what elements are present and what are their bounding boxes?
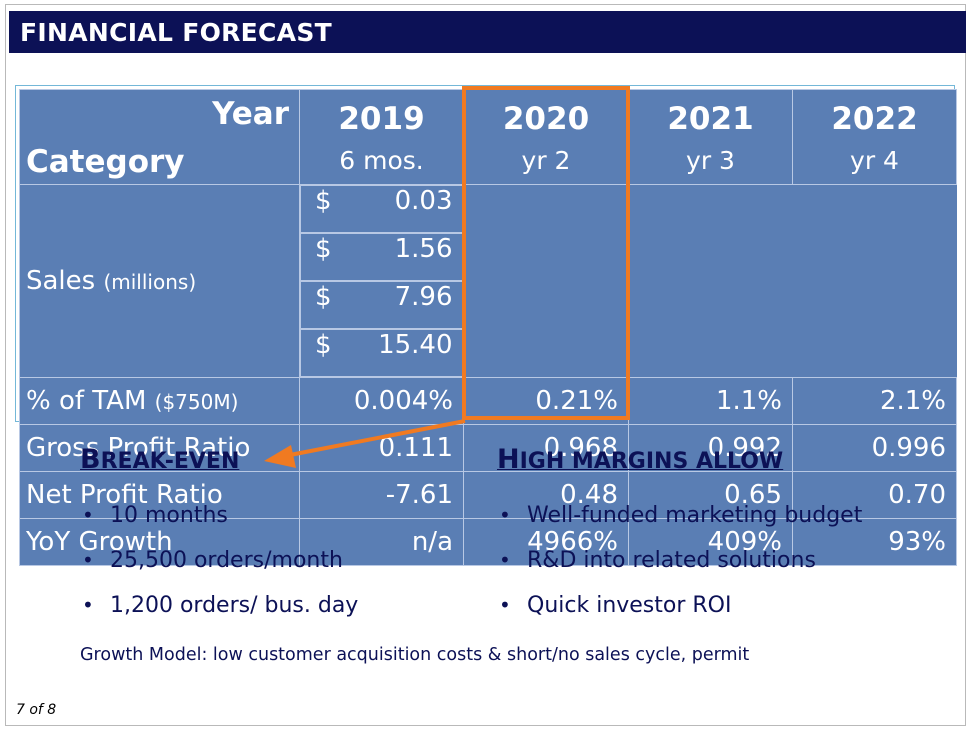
cell-value: 1.56 <box>394 234 453 264</box>
table-cell: 0.996 <box>792 424 957 472</box>
break-even-list: 10 months 25,500 orders/month 1,200 orde… <box>80 501 358 637</box>
table-cell: $1.56 <box>300 233 464 281</box>
category-label: Category <box>26 144 185 180</box>
table-cell: $15.40 <box>300 329 464 377</box>
row-label-text: % of TAM <box>26 386 147 416</box>
break-even-heading: BREAK-EVEN <box>80 444 239 475</box>
column-year: 2020 <box>502 101 590 137</box>
currency-symbol: $ <box>315 282 332 312</box>
highlight-box-2020 <box>462 86 630 420</box>
header-col-2020: 2020 yr 2 <box>463 89 629 185</box>
cell-value: 0.03 <box>394 186 453 216</box>
header-category-cell: Year Category <box>19 89 300 185</box>
column-sub: yr 4 <box>850 146 899 175</box>
heading-rest: REAK-EVEN <box>100 449 240 474</box>
title-bar <box>9 11 966 53</box>
table-cell: 0.968 <box>463 424 629 472</box>
cell-value: 15.40 <box>378 330 453 360</box>
column-year: 2019 <box>338 101 425 137</box>
column-sub: 6 mos. <box>339 146 424 175</box>
heading-initial: H <box>497 444 520 475</box>
cell-value: 7.96 <box>394 282 453 312</box>
high-margins-list: Well-funded marketing budget R&D into re… <box>497 501 862 637</box>
header-col-2019: 2019 6 mos. <box>299 89 464 185</box>
column-sub: yr 3 <box>686 146 735 175</box>
column-sub: yr 2 <box>521 146 571 175</box>
column-year: 2021 <box>667 101 754 137</box>
column-year: 2022 <box>831 101 918 137</box>
table-cell: 1.1% <box>628 377 793 425</box>
currency-symbol: $ <box>315 234 332 264</box>
row-label-note: ($750M) <box>154 390 239 414</box>
table-cell: $7.96 <box>300 281 464 329</box>
year-label: Year <box>212 96 289 132</box>
list-item: 1,200 orders/ bus. day <box>80 591 358 637</box>
growth-model-note: Growth Model: low customer acquisition c… <box>80 645 750 665</box>
list-item: R&D into related solutions <box>497 546 862 592</box>
page-number: 7 of 8 <box>16 702 57 718</box>
heading-rest: IGH MARGINS ALLOW <box>519 449 784 474</box>
currency-symbol: $ <box>315 186 332 216</box>
header-col-2022: 2022 yr 4 <box>792 89 957 185</box>
row-label: Sales (millions) <box>19 184 300 378</box>
heading-initial: B <box>80 444 101 475</box>
list-item: 10 months <box>80 501 358 547</box>
table-cell: $0.03 <box>300 185 464 233</box>
row-label-note: (millions) <box>103 270 197 294</box>
row-label-text: Sales <box>26 266 96 296</box>
row-label: % of TAM ($750M) <box>19 377 300 425</box>
high-margins-heading: HIGH MARGINS ALLOW <box>497 444 783 475</box>
table-row-sales: Sales (millions) $0.03 $1.56 $7.96 $15.4… <box>19 184 957 378</box>
list-item: Well-funded marketing budget <box>497 501 862 547</box>
list-item: Quick investor ROI <box>497 591 862 637</box>
list-item: 25,500 orders/month <box>80 546 358 592</box>
table-header-row: Year Category 2019 6 mos. 2020 yr 2 2021… <box>19 89 957 185</box>
currency-symbol: $ <box>315 330 332 360</box>
slide-title: FINANCIAL FORECAST <box>20 18 333 47</box>
